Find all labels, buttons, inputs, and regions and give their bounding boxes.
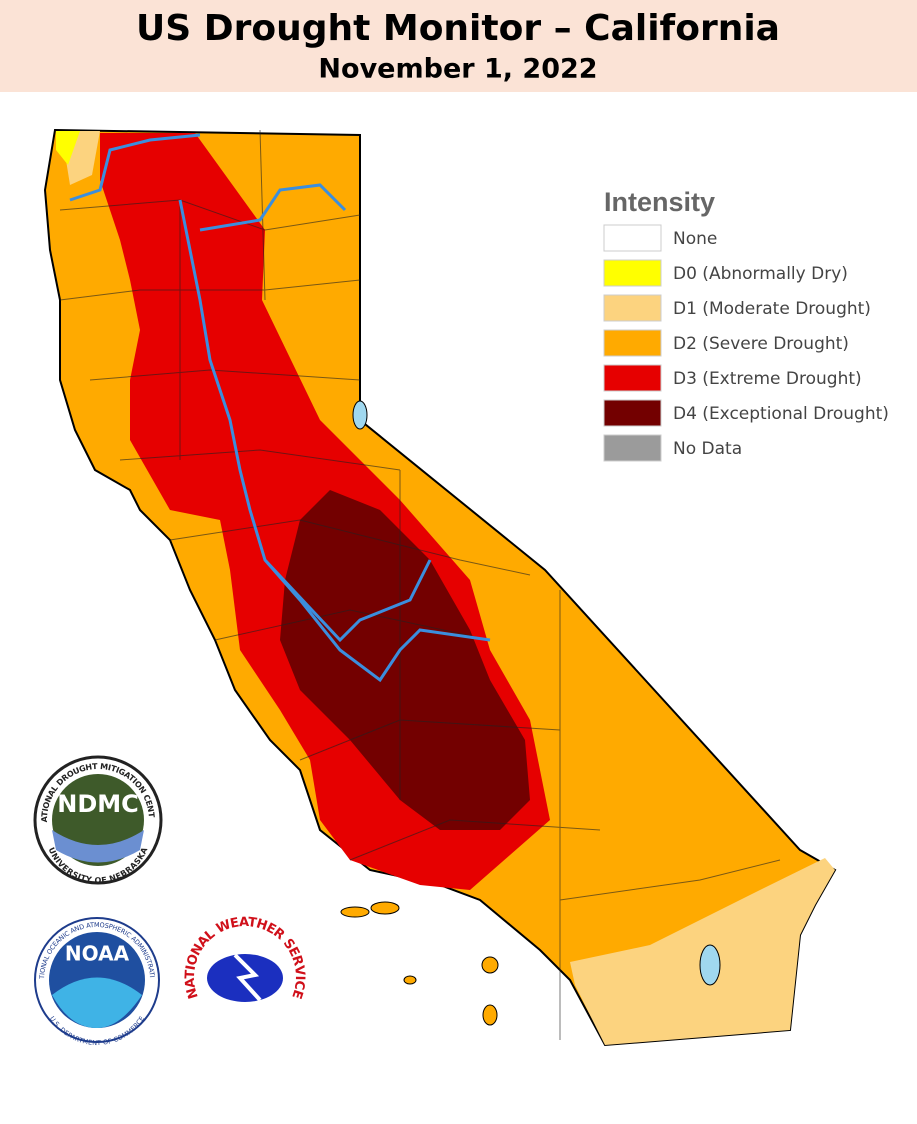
legend-swatch: [603, 329, 662, 357]
legend-label: D4 (Exceptional Drought): [673, 404, 889, 424]
legend-title: Intensity: [604, 187, 715, 217]
legend: None D0 (Abnormally Dry) D1 (Moderate Drou…: [603, 224, 889, 462]
area-d4: [280, 490, 530, 830]
salton-sea: [699, 944, 721, 986]
legend-swatch: [603, 399, 662, 427]
noaa-abbr: NOAA: [65, 942, 130, 966]
legend-label: D1 (Moderate Drought): [673, 299, 871, 319]
legend-label: D0 (Abnormally Dry): [673, 264, 848, 284]
legend-label: No Data: [673, 439, 742, 459]
legend-label: None: [673, 229, 717, 249]
area-d0: [56, 131, 80, 165]
lake-tahoe: [352, 400, 368, 430]
legend-swatch: [603, 364, 662, 392]
legend-swatch: [603, 294, 662, 322]
legend-label: D2 (Severe Drought): [673, 334, 849, 354]
rivers: [69, 133, 491, 683]
header-band: [0, 0, 917, 92]
legend-swatch: [603, 434, 662, 462]
subtitle: November 1, 2022: [318, 54, 597, 85]
nws-logo: NATIONAL WEATHER SERVICE: [182, 914, 308, 1020]
ndmc-abbr: NDMC: [57, 790, 139, 818]
title: US Drought Monitor – California: [136, 8, 780, 49]
legend-swatch: [603, 259, 662, 287]
legend-label: D3 (Extreme Drought): [673, 369, 862, 389]
channel-islands: [340, 901, 499, 1026]
legend-swatch: [603, 224, 662, 252]
